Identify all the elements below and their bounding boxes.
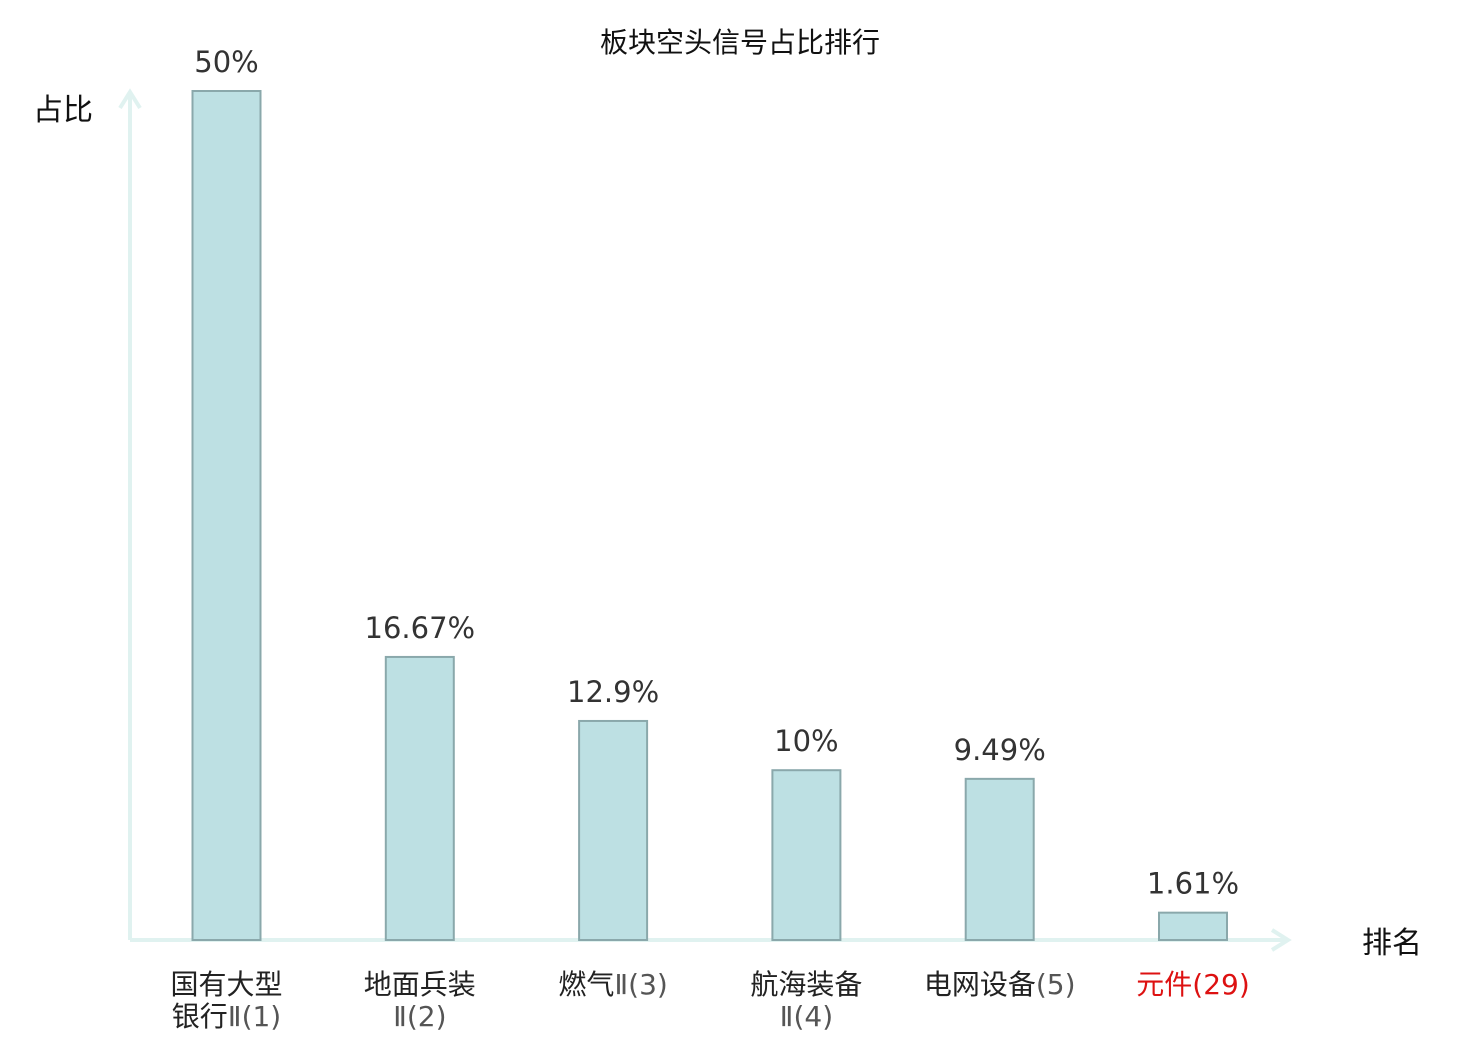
category-label: 国有大型 bbox=[170, 968, 282, 1001]
bar-value-label: 9.49% bbox=[954, 733, 1046, 767]
bar bbox=[964, 777, 1035, 941]
y-axis-arrow bbox=[118, 88, 142, 110]
category-label: 航海装备 bbox=[750, 968, 862, 1001]
bar-value-label: 50% bbox=[194, 45, 258, 79]
bar-value-label: 10% bbox=[774, 724, 838, 758]
bar bbox=[1158, 911, 1228, 941]
category-label: 电网设备(5) bbox=[924, 968, 1076, 1001]
category-label: 银行Ⅱ(1) bbox=[172, 1000, 281, 1033]
bars-group bbox=[191, 90, 1228, 942]
category-label: 地面兵装 bbox=[364, 968, 476, 1001]
bar bbox=[578, 719, 649, 942]
value-labels-group: 50% 16.67% 12.9% 10% 9.49% 1.61% bbox=[194, 45, 1239, 901]
bar-value-label: 16.67% bbox=[365, 611, 476, 645]
category-label: 元件(29) bbox=[1136, 968, 1250, 1001]
category-rank-label: Ⅱ(2) bbox=[393, 1000, 446, 1033]
bar bbox=[771, 769, 842, 942]
category-label: 燃气Ⅱ(3) bbox=[558, 968, 667, 1001]
category-rank-label: Ⅱ(4) bbox=[780, 1000, 833, 1033]
x-axis-arrow bbox=[1270, 928, 1292, 952]
bar bbox=[384, 655, 455, 942]
y-axis-label: 占比 bbox=[33, 93, 93, 128]
bar-value-label: 1.61% bbox=[1147, 867, 1239, 901]
chart-title: 板块空头信号占比排行 bbox=[600, 26, 880, 59]
bar-value-label: 12.9% bbox=[567, 675, 659, 709]
x-axis-label: 排名 bbox=[1362, 926, 1422, 961]
bar bbox=[191, 90, 262, 941]
